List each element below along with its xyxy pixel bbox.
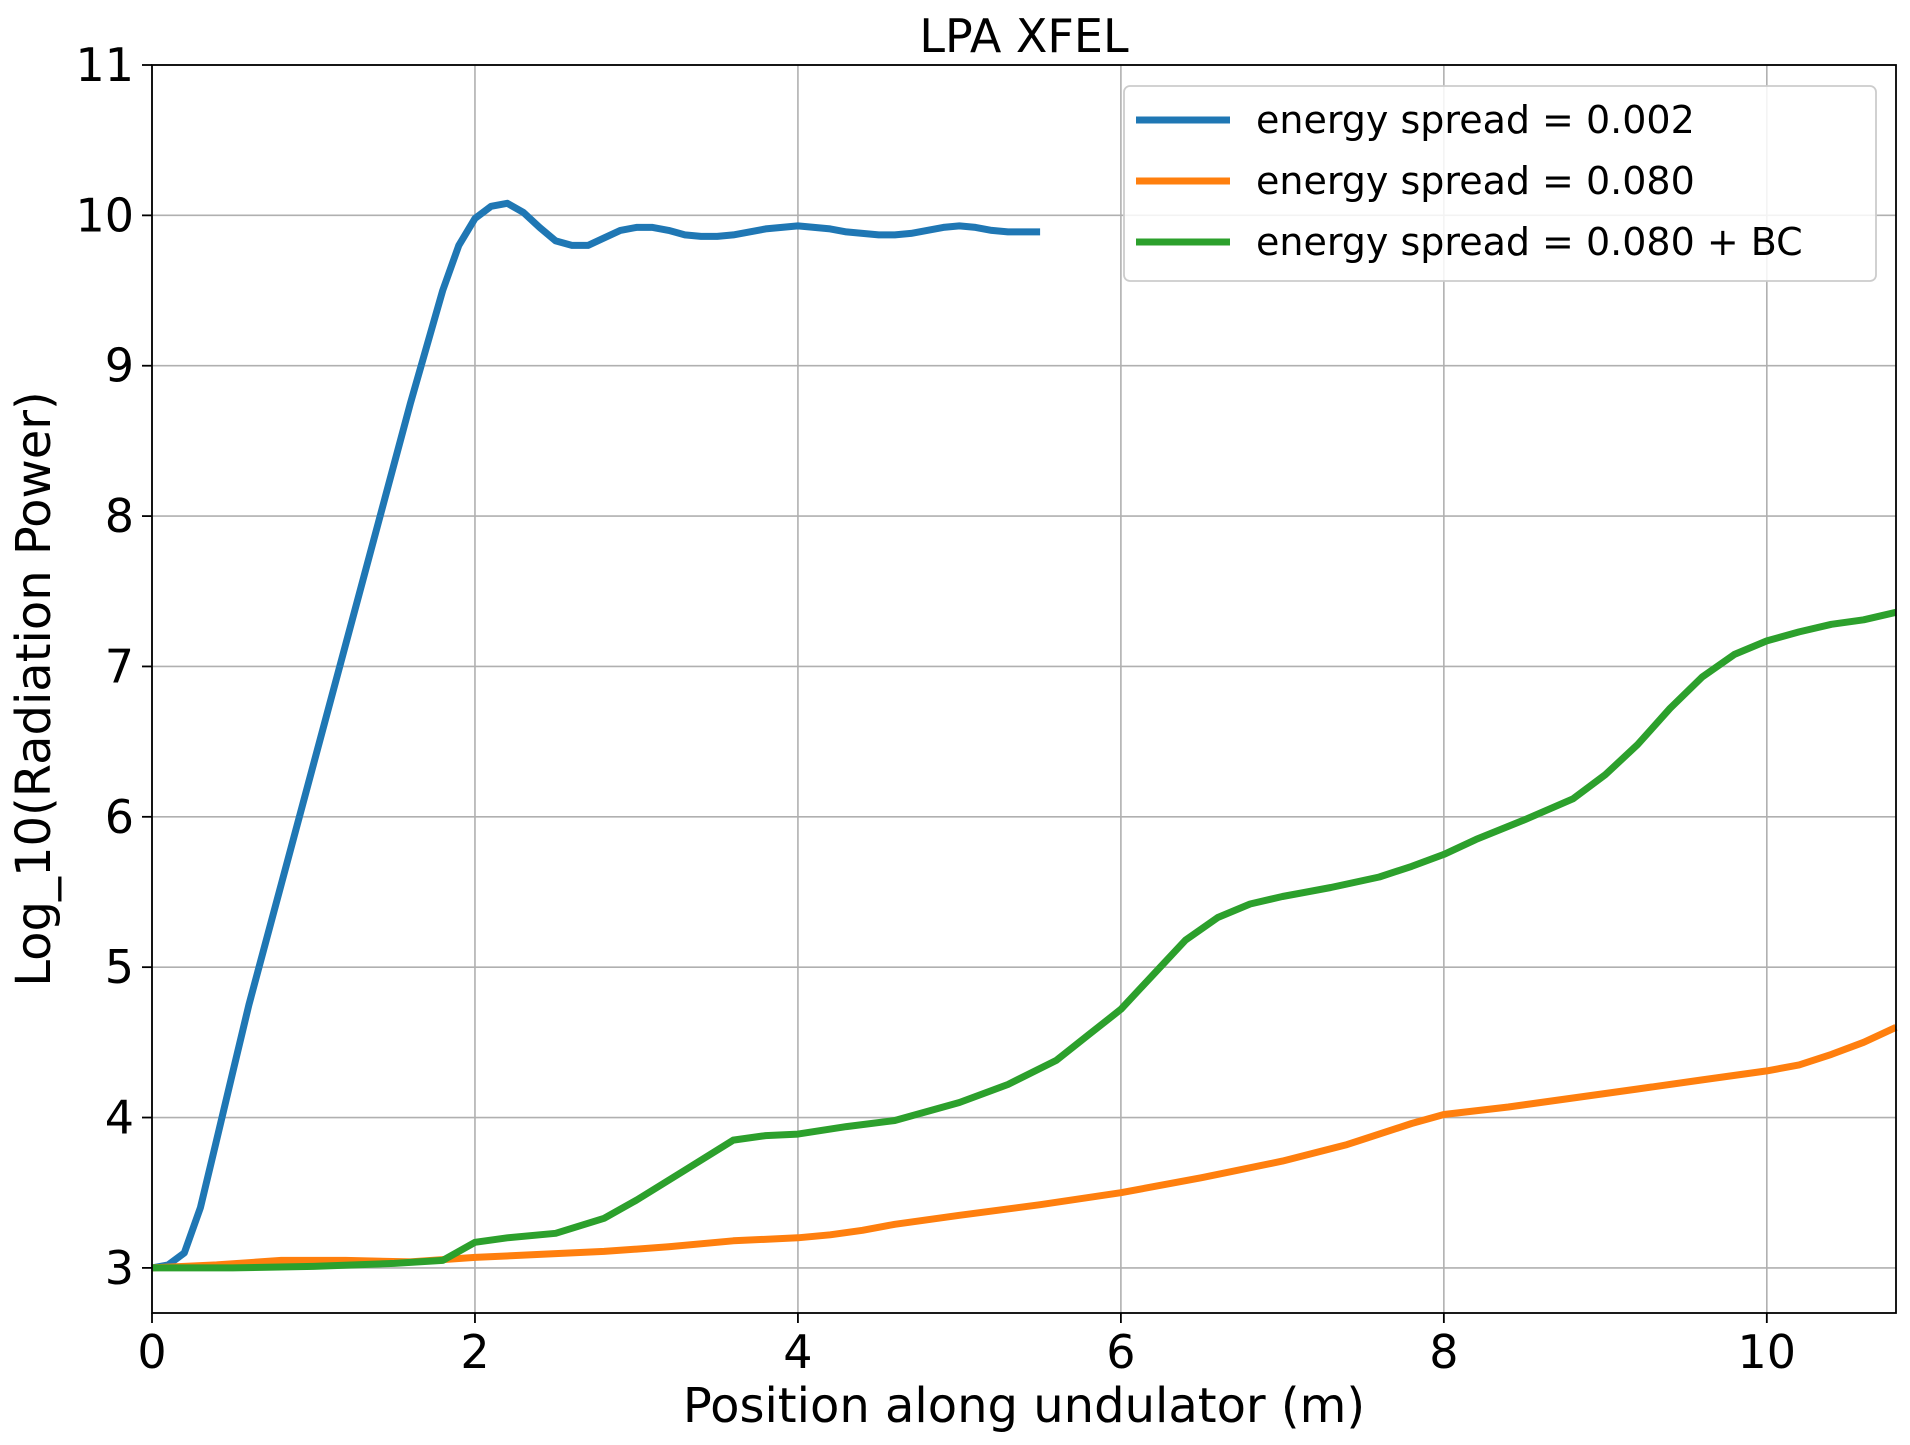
y-axis-label: Log_10(Radiation Power) (6, 391, 62, 987)
y-tick-label: 10 (75, 188, 134, 242)
y-tick-label: 11 (75, 38, 134, 92)
x-tick-label: 2 (460, 1325, 489, 1379)
y-tick-label: 8 (105, 489, 134, 543)
x-axis-label: Position along undulator (m) (683, 1378, 1365, 1434)
y-tick-label: 9 (105, 339, 134, 393)
x-tick-label: 10 (1738, 1325, 1797, 1379)
x-tick-label: 4 (783, 1325, 812, 1379)
ticks: 0 2 4 6 8 10 3 4 5 6 7 8 9 10 11 (75, 38, 1796, 1379)
plot-frame (151, 64, 1897, 1314)
y-tick-label: 7 (105, 639, 134, 693)
legend-label: energy spread = 0.080 + BC (1256, 220, 1803, 264)
series-group (151, 199, 1898, 1272)
y-tick-label: 6 (105, 790, 134, 844)
series-line-1 (151, 199, 1041, 1272)
series-line-3 (152, 608, 1897, 1272)
y-tick-label: 5 (105, 940, 134, 994)
x-tick-label: 8 (1429, 1325, 1458, 1379)
x-tick-label: 0 (137, 1325, 166, 1379)
series-line-2 (151, 1024, 1898, 1272)
x-tick-label: 6 (1106, 1325, 1135, 1379)
y-tick-label: 3 (105, 1241, 134, 1295)
legend-label: energy spread = 0.002 (1256, 98, 1695, 142)
legend-label: energy spread = 0.080 (1256, 159, 1695, 203)
y-tick-label: 4 (105, 1091, 134, 1145)
legend: energy spread = 0.002 energy spread = 0.0… (1123, 85, 1877, 282)
legend-box (1123, 85, 1877, 282)
chart-title: LPA XFEL (919, 9, 1129, 63)
